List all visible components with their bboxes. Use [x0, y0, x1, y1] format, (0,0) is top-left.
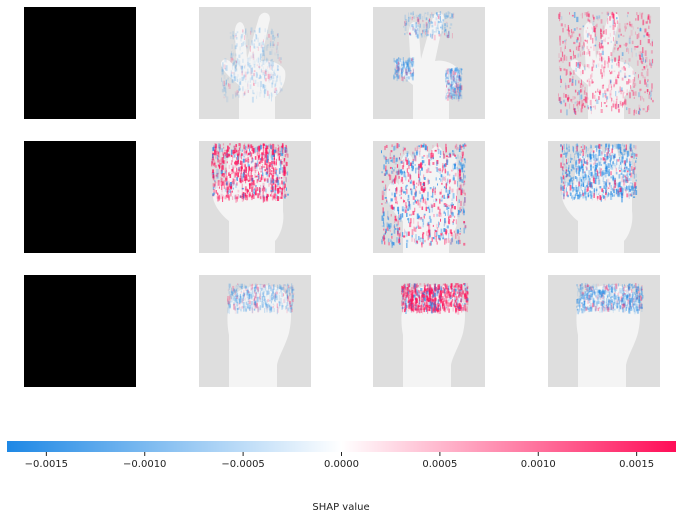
- shap-speckle: [560, 143, 638, 203]
- shap-speckle: [211, 143, 289, 203]
- shap-overlay-panel: [199, 275, 311, 387]
- colorbar-tick-label: 0.0010: [521, 459, 556, 470]
- shap-overlay-panel: [199, 7, 311, 120]
- shap-overlay-panel: [548, 275, 660, 387]
- shap-speckle: [227, 283, 295, 315]
- panel-row: [24, 7, 660, 120]
- input-image: [24, 141, 136, 253]
- hand-silhouette: [570, 12, 635, 120]
- colorbar-label: SHAP value: [312, 502, 369, 513]
- shap-speckle: [576, 283, 644, 315]
- colorbar-tick-label: 0.0015: [619, 459, 654, 470]
- hand-silhouette: [395, 12, 460, 120]
- colorbar-tick-label: 0.0005: [422, 459, 457, 470]
- panel-grid: [24, 7, 660, 387]
- colorbar: −0.0015 −0.0010 −0.0005 0.0000 0.0005 0.0010 0…: [7, 441, 676, 513]
- colorbar-tick-label: −0.0005: [221, 459, 264, 470]
- hand-silhouette: [227, 285, 291, 387]
- shap-overlay-panel: [199, 141, 311, 253]
- shap-overlay-panel: [548, 7, 660, 120]
- input-image: [24, 7, 136, 119]
- shap-speckle: [393, 11, 463, 102]
- hand-silhouette: [576, 285, 640, 387]
- colorbar-tick-label: 0.0000: [324, 459, 359, 470]
- shap-overlay-panel: [373, 7, 485, 120]
- panel-row: [24, 275, 660, 387]
- shap-speckle: [558, 11, 654, 116]
- hand-silhouette: [221, 12, 286, 120]
- shap-overlay-panel: [373, 141, 485, 253]
- shap-speckle: [401, 283, 469, 315]
- shap-speckle: [221, 27, 283, 103]
- input-image: [24, 275, 136, 387]
- colorbar-tick-label: −0.0010: [123, 459, 166, 470]
- shap-overlay-panel: [548, 141, 660, 253]
- shap-speckle: [381, 143, 467, 248]
- colorbar-tick-label: −0.0015: [25, 459, 68, 470]
- colorbar-gradient: [7, 441, 676, 452]
- shap-overlay-panel: [373, 275, 485, 387]
- colorbar-ticks: −0.0015 −0.0010 −0.0005 0.0000 0.0005 0.0010 0…: [25, 452, 654, 470]
- panel-row: [24, 141, 660, 253]
